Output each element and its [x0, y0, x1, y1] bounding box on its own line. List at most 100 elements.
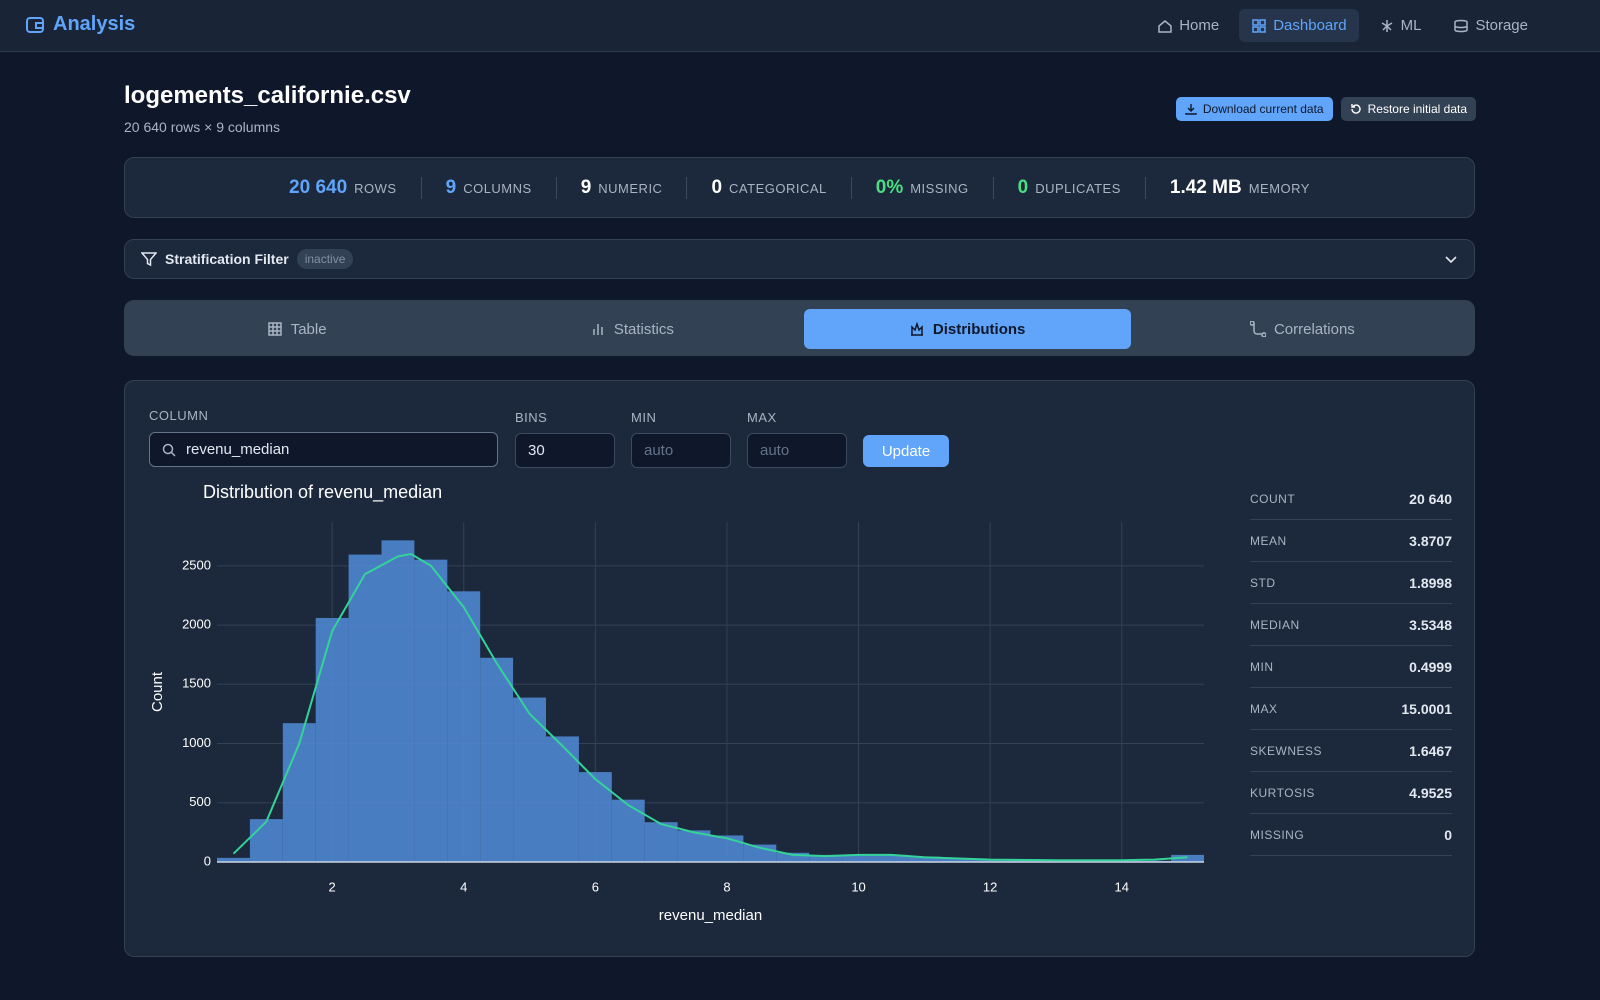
y-tick-label: 0 [204, 853, 211, 868]
stat-label: KURTOSIS [1250, 785, 1315, 800]
download-button[interactable]: Download current data [1175, 97, 1333, 121]
nav-link-text: Dashboard [1273, 17, 1347, 34]
tab[interactable]: Table [133, 309, 460, 349]
histogram-bar [546, 736, 579, 862]
stat-row: MEAN 3.8707 [1250, 520, 1452, 562]
filter-bar[interactable]: Stratification Filter inactive [124, 239, 1475, 279]
y-tick-label: 1000 [182, 735, 211, 750]
icon [1252, 18, 1266, 33]
histogram-bar [1171, 854, 1204, 862]
y-axis-label: Count [149, 671, 166, 712]
summary-strip: 20 640 ROWS 9 COLUMNS 9 NUMERIC 0 CATEGORICAL 0%… [124, 157, 1475, 218]
min-label: MIN [631, 410, 657, 425]
histogram-bar [381, 540, 415, 862]
summary-label: CATEGORICAL [729, 180, 827, 196]
tab-bar: Table Statistics Distributions Correlations [124, 300, 1475, 356]
summary-label: MISSING [910, 180, 969, 196]
column-select[interactable]: revenu_median [149, 432, 498, 467]
stat-label: MIN [1250, 659, 1274, 674]
stat-value: 3.5348 [1409, 616, 1452, 633]
restore-button[interactable]: Restore initial data [1340, 97, 1476, 121]
update-button[interactable]: Update [863, 435, 949, 467]
filter-icon [141, 252, 157, 267]
brand-icon [26, 16, 44, 33]
icon [1249, 321, 1266, 337]
summary-value: 1.42 MB [1169, 176, 1242, 198]
nav-link-text: ML [1400, 17, 1422, 34]
tab[interactable]: Correlations [1139, 309, 1466, 349]
histogram-bar [875, 854, 908, 862]
max-label: MAX [747, 410, 777, 425]
bins-input[interactable]: 30 [515, 433, 615, 468]
x-axis-label: revenu_median [659, 907, 762, 924]
summary-item: 9 NUMERIC [555, 176, 687, 199]
histogram-bar [414, 559, 448, 862]
histogram-bar [809, 854, 843, 862]
nav-link[interactable]: Storage [1441, 9, 1540, 42]
tab[interactable]: Distributions [803, 309, 1131, 349]
x-tick-label: 8 [723, 879, 730, 894]
tab[interactable]: Statistics [468, 309, 795, 349]
tab-text: Correlations [1273, 320, 1355, 338]
restore-text: Restore initial data [1367, 102, 1467, 116]
stat-row: MAX 15.0001 [1250, 688, 1452, 730]
min-input[interactable]: auto [631, 433, 731, 468]
nav-link[interactable]: Dashboard [1239, 9, 1359, 42]
kde-line [232, 552, 1188, 862]
bins-label: BINS [515, 410, 548, 425]
histogram-bar [578, 772, 612, 862]
icon [593, 324, 603, 335]
max-input[interactable]: auto [747, 433, 847, 468]
icon [267, 322, 282, 336]
histogram-bar [710, 835, 744, 862]
summary-value: 0% [875, 176, 904, 198]
histogram-bar [315, 617, 349, 862]
summary-value: 0 [1017, 176, 1029, 198]
nav-link-text: Storage [1475, 17, 1528, 34]
summary-value: 9 [445, 176, 457, 198]
summary-label: NUMERIC [598, 180, 663, 196]
histogram-bar [217, 857, 250, 862]
stat-label: MAX [1250, 701, 1278, 716]
restore-icon [1350, 104, 1361, 114]
stat-row: MISSING 0 [1250, 814, 1452, 856]
y-tick-label: 1500 [182, 676, 211, 691]
histogram-chart: Distribution of revenu_median 0 500 1000 150… [149, 482, 1204, 924]
stat-row: SKEWNESS 1.6467 [1250, 730, 1452, 772]
column-value: revenu_median [186, 441, 290, 458]
stat-value: 0.4999 [1409, 658, 1452, 675]
nav-links: Home Dashboard ML Storage [1145, 9, 1540, 42]
bins-value: 30 [528, 442, 545, 459]
x-tick-label: 12 [983, 879, 997, 894]
y-tick-label: 500 [189, 794, 211, 809]
stat-row: MEDIAN 3.5348 [1250, 604, 1452, 646]
stat-value: 4.9525 [1409, 784, 1452, 801]
summary-value: 0 [711, 176, 723, 198]
stat-value: 1.6467 [1409, 742, 1452, 759]
brand[interactable]: Analysis [25, 13, 135, 36]
max-placeholder: auto [760, 442, 790, 459]
chevron [1445, 256, 1457, 264]
y-tick-label: 2000 [182, 617, 211, 632]
nav-link[interactable]: ML [1367, 9, 1434, 42]
summary-item: 20 640 ROWS [265, 177, 421, 199]
summary-label: ROWS [354, 180, 397, 196]
file-title: logements_californie.csv [124, 82, 411, 109]
stat-row: COUNT 20 640 [1250, 478, 1452, 520]
histogram-bar [940, 858, 974, 862]
summary-value: 20 640 [289, 176, 348, 198]
tab-text: Table [290, 320, 327, 338]
summary-item: 0 DUPLICATES [992, 176, 1145, 199]
stat-row: KURTOSIS 4.9525 [1250, 772, 1452, 814]
histogram-bar [842, 854, 875, 862]
stat-row: STD 1.8998 [1250, 562, 1452, 604]
icon [910, 321, 923, 336]
histogram-bar [480, 657, 514, 862]
stat-label: STD [1250, 575, 1276, 590]
histogram-bar [249, 819, 283, 862]
histogram-bar [513, 697, 546, 862]
stat-value: 1.8998 [1409, 574, 1452, 591]
nav-link[interactable]: Home [1145, 9, 1231, 42]
column-label: COLUMN [149, 408, 209, 423]
